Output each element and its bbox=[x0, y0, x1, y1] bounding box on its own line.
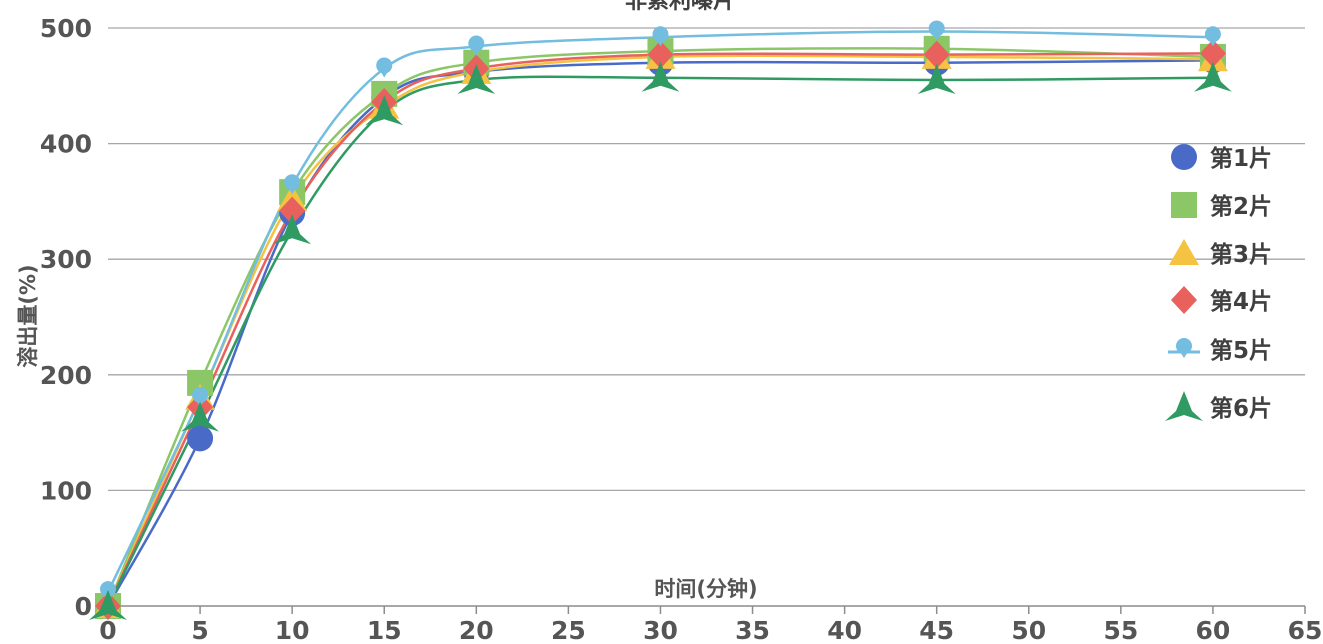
series-line bbox=[106, 52, 1213, 607]
legend-marker bbox=[1171, 144, 1197, 170]
legend-marker bbox=[1171, 192, 1197, 218]
gridlines bbox=[108, 27, 1305, 492]
legend-label: 第2片 bbox=[1210, 193, 1272, 220]
x-axis-label: 时间(分钟) bbox=[654, 577, 757, 601]
x-tick-label: 45 bbox=[919, 616, 954, 644]
x-tick-label: 65 bbox=[1288, 616, 1323, 644]
series-line bbox=[106, 75, 1213, 607]
series-5-markers bbox=[100, 20, 1221, 602]
series-1-markers bbox=[95, 47, 1226, 619]
data-point-tip bbox=[1207, 38, 1218, 47]
legend-item[interactable]: 第1片 bbox=[1171, 144, 1272, 172]
data-point bbox=[652, 26, 669, 47]
data-point bbox=[365, 95, 404, 126]
x-tick-label: 5 bbox=[191, 616, 208, 644]
series-line bbox=[106, 30, 1213, 593]
series-6 bbox=[106, 75, 1213, 607]
data-point bbox=[1193, 61, 1232, 92]
data-point bbox=[1204, 26, 1221, 47]
x-tick-label: 60 bbox=[1196, 616, 1231, 644]
data-point-tip bbox=[287, 186, 298, 195]
series-line bbox=[106, 54, 1213, 607]
legend-label: 第6片 bbox=[1210, 395, 1272, 422]
data-point bbox=[647, 40, 674, 69]
series-line bbox=[106, 47, 1213, 607]
series-6-markers bbox=[89, 61, 1232, 620]
legend-item[interactable]: 第5片 bbox=[1168, 337, 1272, 364]
x-tick-label: 35 bbox=[735, 616, 770, 644]
x-tick-label: 0 bbox=[99, 616, 116, 644]
legend-label: 第1片 bbox=[1210, 145, 1272, 172]
y-axis-label: 溶出量(%) bbox=[16, 264, 40, 367]
data-point bbox=[917, 64, 956, 95]
data-point bbox=[923, 40, 950, 69]
series-2 bbox=[106, 47, 1213, 607]
y-tick-label: 0 bbox=[75, 592, 92, 621]
data-point bbox=[1199, 39, 1226, 68]
data-point bbox=[468, 35, 485, 56]
y-tick-label: 200 bbox=[40, 361, 92, 390]
y-tick-label: 100 bbox=[40, 476, 92, 505]
legend-item[interactable]: 第2片 bbox=[1171, 192, 1272, 220]
series-4 bbox=[106, 52, 1213, 607]
x-tick-label: 55 bbox=[1103, 616, 1138, 644]
series-3-markers bbox=[93, 42, 1228, 618]
data-point bbox=[457, 64, 496, 95]
legend-marker bbox=[1176, 338, 1192, 358]
legend-label: 第5片 bbox=[1210, 337, 1272, 364]
x-tick-label: 40 bbox=[827, 616, 862, 644]
data-point bbox=[279, 196, 306, 225]
data-point bbox=[928, 20, 945, 41]
data-point-tip bbox=[655, 38, 666, 47]
x-tick-label: 50 bbox=[1011, 616, 1046, 644]
data-point bbox=[284, 174, 301, 195]
series-5 bbox=[106, 30, 1213, 593]
legend-marker bbox=[1165, 391, 1203, 421]
axes: 0 100 200 300 400 500 0 5 10 15 20 25 30 35 40 45 50 55 60… bbox=[40, 14, 1323, 644]
x-tick-label: 25 bbox=[551, 616, 586, 644]
series-1 bbox=[106, 59, 1213, 607]
series-line bbox=[106, 59, 1213, 607]
data-point bbox=[187, 425, 214, 452]
data-point bbox=[273, 214, 312, 245]
legend-item[interactable]: 第3片 bbox=[1169, 239, 1272, 268]
data-point bbox=[641, 61, 680, 92]
legend-item[interactable]: 第6片 bbox=[1165, 391, 1272, 422]
data-point bbox=[89, 590, 127, 620]
x-tick-label: 20 bbox=[459, 616, 494, 644]
data-point-tip bbox=[471, 47, 482, 56]
x-tick-label: 30 bbox=[643, 616, 678, 644]
legend-item[interactable]: 第4片 bbox=[1171, 286, 1272, 315]
x-tick-label: 10 bbox=[275, 616, 310, 644]
legend-label: 第3片 bbox=[1210, 241, 1272, 268]
legend-marker bbox=[1171, 286, 1197, 314]
y-tick-label: 400 bbox=[40, 130, 92, 159]
series-3 bbox=[106, 54, 1213, 607]
y-tick-label: 300 bbox=[40, 245, 92, 274]
data-point-tip bbox=[931, 32, 942, 41]
y-tick-label: 500 bbox=[40, 14, 92, 43]
series-group bbox=[89, 20, 1232, 620]
chart-title: 非索利嗪片 bbox=[625, 0, 735, 14]
legend-marker-tip bbox=[1179, 350, 1189, 358]
data-point bbox=[376, 57, 393, 78]
series-4-markers bbox=[95, 39, 1226, 620]
data-point bbox=[181, 401, 220, 432]
legend-label: 第4片 bbox=[1210, 288, 1272, 315]
data-point-tip bbox=[379, 69, 390, 78]
x-tick-label: 15 bbox=[367, 616, 402, 644]
legend-marker bbox=[1169, 239, 1199, 265]
series-2-markers bbox=[95, 35, 1226, 619]
